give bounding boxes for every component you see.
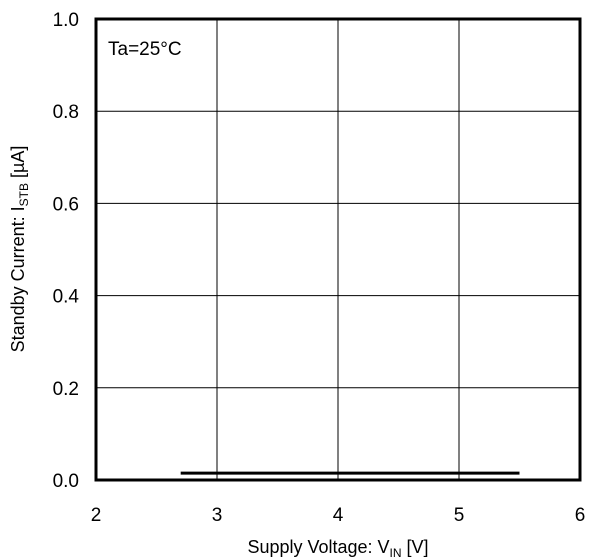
y-axis-title-unit: [µA] <box>8 146 28 183</box>
x-axis-title-main: Supply Voltage: V <box>247 537 389 557</box>
y-tick-labels: 0.0 0.2 0.4 0.6 0.8 1.0 <box>53 10 80 492</box>
x-axis-title-unit: [V] <box>402 537 429 557</box>
y-axis-title-main: Standby Current: I <box>8 206 28 352</box>
y-tick-label: 0.2 <box>53 379 79 400</box>
temperature-annotation: Ta=25°C <box>108 39 182 60</box>
y-tick-label: 0.4 <box>53 287 80 308</box>
x-tick-labels: 2 3 4 5 6 <box>91 505 586 526</box>
x-axis-title: Supply Voltage: VIN [V] <box>247 537 428 560</box>
y-tick-label: 0.0 <box>53 471 79 492</box>
y-axis-title: Standby Current: ISTB [µA] <box>8 146 31 353</box>
y-tick-label: 0.8 <box>53 102 79 123</box>
y-tick-label: 1.0 <box>53 10 79 31</box>
x-tick-label: 4 <box>333 505 344 526</box>
x-tick-label: 6 <box>575 505 586 526</box>
x-tick-label: 2 <box>91 505 102 526</box>
grid <box>96 19 580 480</box>
y-axis-title-sub: STB <box>17 183 31 206</box>
plot-frame <box>94 17 582 482</box>
x-tick-label: 5 <box>454 505 465 526</box>
x-tick-label: 3 <box>212 505 223 526</box>
y-tick-label: 0.6 <box>53 194 79 215</box>
x-axis-title-sub: IN <box>390 546 402 560</box>
